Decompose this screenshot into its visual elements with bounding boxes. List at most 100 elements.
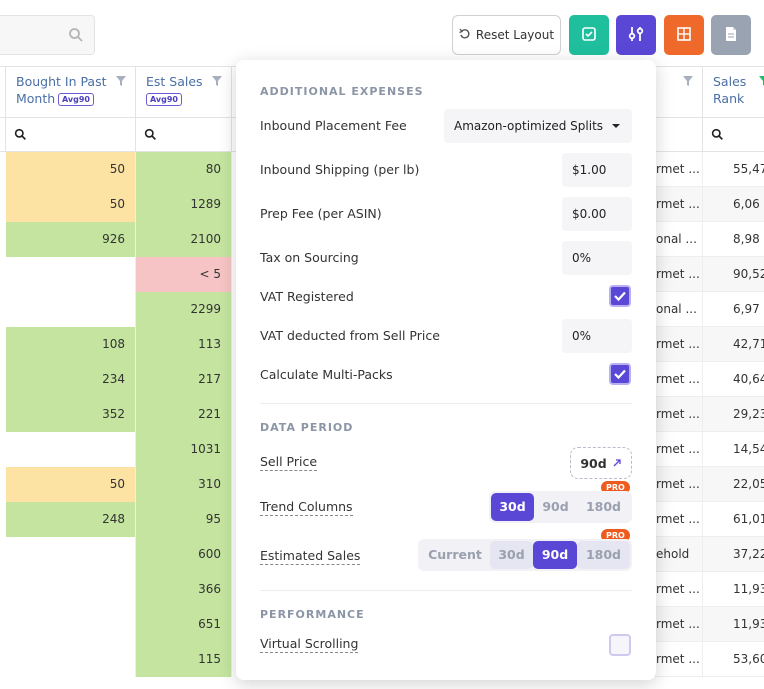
sliders-icon <box>627 25 645 46</box>
column-header-sales-rank[interactable]: Sales Rank <box>703 67 764 119</box>
virtual-scrolling-label: Virtual Scrolling <box>260 636 359 653</box>
sales-rank-cell: 53,60 <box>703 642 764 677</box>
est-sales-cell: 115 <box>136 642 232 677</box>
vat-registered-checkbox[interactable] <box>609 285 631 307</box>
est-sales-cell: 95 <box>136 502 232 537</box>
est-sales-filter-input[interactable] <box>136 118 232 152</box>
section-title-performance: PERFORMANCE <box>260 608 365 621</box>
category-cell: rmet ... <box>656 607 703 642</box>
sales-rank-filter-input[interactable] <box>703 118 764 152</box>
est-sales-cell: 113 <box>136 327 232 362</box>
column-header-est-sales[interactable]: Est Sales Avg90 <box>136 67 232 119</box>
reset-layout-label: Reset Layout <box>475 28 555 42</box>
arrow-up-right-icon <box>612 456 622 471</box>
inbound-placement-value: Amazon-optimized Splits <box>454 119 604 133</box>
est-sales-cell: 651 <box>136 607 232 642</box>
trend-option-90d[interactable]: 90d <box>542 499 569 514</box>
checklist-icon <box>581 26 597 45</box>
sales-rank-cell: 55,47 <box>703 152 764 187</box>
bought-cell <box>6 572 136 607</box>
filter-cell <box>0 118 6 152</box>
reset-icon <box>459 28 471 43</box>
sales-rank-cell: 37,22 <box>703 537 764 572</box>
filter-icon[interactable] <box>211 74 223 91</box>
vat-deducted-label: VAT deducted from Sell Price <box>260 328 440 343</box>
est-sales-option-30d[interactable]: 30d <box>490 541 533 569</box>
est-sales-cell: 1289 <box>136 187 232 222</box>
search-icon <box>14 128 27 144</box>
category-cell: rmet ... <box>656 432 703 467</box>
bought-cell <box>6 607 136 642</box>
multipacks-label: Calculate Multi-Packs <box>260 367 393 382</box>
bought-cell: 234 <box>6 362 136 397</box>
vat-deducted-input[interactable]: 0% <box>562 319 632 353</box>
search-input[interactable] <box>0 15 95 55</box>
filter-icon[interactable] <box>115 74 127 91</box>
prep-fee-input[interactable]: $0.00 <box>562 197 632 231</box>
vat-registered-label: VAT Registered <box>260 289 354 304</box>
export-button[interactable] <box>711 15 751 55</box>
reset-layout-button[interactable]: Reset Layout <box>452 15 561 55</box>
bought-cell <box>6 292 136 327</box>
estimated-sales-label: Estimated Sales <box>260 548 361 565</box>
sales-rank-cell: 29,23 <box>703 397 764 432</box>
sales-rank-cell: 22,05 <box>703 467 764 502</box>
checklist-button[interactable] <box>569 15 609 55</box>
est-sales-cell: 2299 <box>136 292 232 327</box>
avg-badge: Avg90 <box>146 93 182 106</box>
sales-rank-cell: 6,97 <box>703 292 764 327</box>
inbound-shipping-input[interactable]: $1.00 <box>562 153 632 187</box>
sell-price-period-button[interactable]: 90d <box>570 447 632 479</box>
checkmark-icon <box>611 369 629 386</box>
est-sales-option-180d[interactable]: 180d <box>577 541 630 569</box>
est-sales-cell: 80 <box>136 152 232 187</box>
column-header-prev <box>0 67 6 119</box>
est-sales-cell: 217 <box>136 362 232 397</box>
pro-badge: PRO <box>601 529 630 542</box>
trend-columns-toggle: 30d 90d 180d <box>489 491 632 523</box>
divider <box>260 403 632 404</box>
toolbar: Reset Layout <box>0 0 764 66</box>
category-cell: rmet ... <box>656 397 703 432</box>
bought-filter-input[interactable] <box>6 118 136 152</box>
category-cell: rmet ... <box>656 362 703 397</box>
prep-fee-label: Prep Fee (per ASIN) <box>260 206 382 221</box>
bought-cell <box>6 642 136 677</box>
sales-rank-cell: 42,71 <box>703 327 764 362</box>
category-filter-input[interactable] <box>656 118 703 152</box>
search-icon <box>144 128 157 144</box>
column-header-category[interactable] <box>656 67 703 119</box>
column-title: Est Sales <box>146 74 203 89</box>
section-title-data-period: DATA PERIOD <box>260 421 354 434</box>
columns-button[interactable] <box>664 15 704 55</box>
filter-icon[interactable] <box>682 74 694 91</box>
category-cell: onal ... <box>656 292 703 327</box>
est-sales-option-90d[interactable]: 90d <box>533 541 577 569</box>
category-cell: rmet ... <box>656 327 703 362</box>
tax-on-sourcing-input[interactable]: 0% <box>562 241 632 275</box>
est-sales-cell: 2100 <box>136 222 232 257</box>
bought-cell: 108 <box>6 327 136 362</box>
sales-rank-cell: 8,98 <box>703 222 764 257</box>
checkmark-icon <box>611 291 629 308</box>
column-header-bought[interactable]: Bought In Past Month Avg90 <box>6 67 136 119</box>
sales-rank-cell: 11,93 <box>703 607 764 642</box>
sales-rank-cell: 90,52 <box>703 257 764 292</box>
sales-rank-cell: 6,06 <box>703 187 764 222</box>
trend-option-30d[interactable]: 30d <box>491 493 534 521</box>
bought-cell: 50 <box>6 152 136 187</box>
est-sales-cell: 1031 <box>136 432 232 467</box>
category-cell: rmet ... <box>656 642 703 677</box>
filter-icon[interactable] <box>758 74 764 91</box>
inbound-placement-label: Inbound Placement Fee <box>260 118 407 133</box>
virtual-scrolling-checkbox[interactable] <box>609 634 631 656</box>
column-title: Bought In Past Month <box>16 74 107 106</box>
category-cell: rmet ... <box>656 572 703 607</box>
inbound-shipping-label: Inbound Shipping (per lb) <box>260 162 420 177</box>
estimated-sales-toggle: Current 30d 90d 180d <box>418 539 632 571</box>
multipacks-checkbox[interactable] <box>609 363 631 385</box>
settings-button[interactable] <box>616 15 656 55</box>
inbound-placement-select[interactable]: Amazon-optimized Splits <box>444 109 632 143</box>
est-sales-option-current[interactable]: Current <box>428 547 482 562</box>
trend-option-180d[interactable]: 180d <box>585 499 622 514</box>
